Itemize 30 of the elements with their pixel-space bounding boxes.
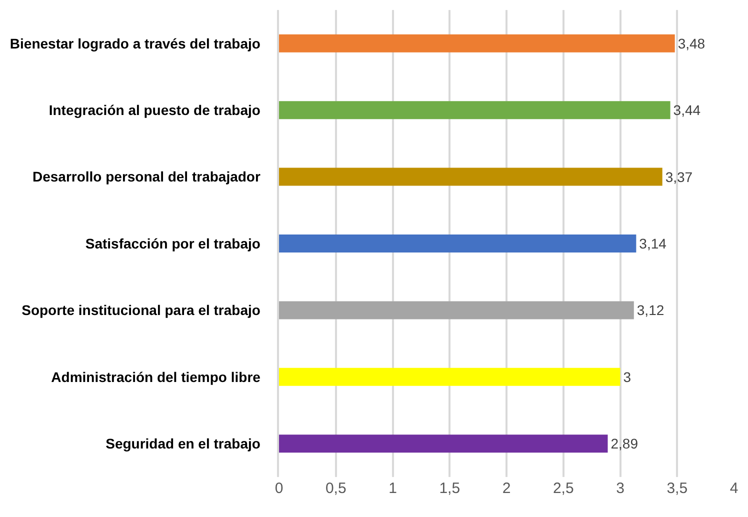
y-tick-label: Seguridad en el trabajo xyxy=(106,436,260,452)
bar xyxy=(279,168,662,186)
bar xyxy=(279,368,620,386)
y-tick-label: Administración del tiempo libre xyxy=(51,368,261,385)
bar xyxy=(279,301,634,320)
x-tick-label: 4 xyxy=(730,480,738,497)
y-tick-label: Integración al puesto de trabajo xyxy=(48,102,260,118)
bar xyxy=(279,34,675,52)
data-label: 3,14 xyxy=(639,236,667,252)
y-tick-label: Bienestar logrado a través del trabajo xyxy=(10,35,260,52)
y-tick-label: Soporte institucional para el trabajo xyxy=(22,302,260,318)
x-tick-label: 2 xyxy=(502,480,511,497)
x-tick-label: 2,5 xyxy=(552,480,574,497)
data-label: 3,12 xyxy=(636,302,664,318)
x-tick-label: 1,5 xyxy=(439,480,460,497)
data-label: 3 xyxy=(623,368,632,385)
data-label: 3,48 xyxy=(678,35,706,52)
x-tick-label: 0 xyxy=(274,480,284,497)
bar xyxy=(279,234,636,253)
data-label: 3,44 xyxy=(673,102,701,118)
x-tick-label: 3 xyxy=(616,480,624,497)
bar xyxy=(279,101,670,120)
x-tick-label: 0,5 xyxy=(325,480,346,497)
y-tick-label: Desarrollo personal del trabajador xyxy=(32,168,261,185)
y-tick-label: Satisfacción por el trabajo xyxy=(85,235,260,252)
bar xyxy=(279,434,608,453)
x-tick-label: 3,5 xyxy=(666,480,688,497)
data-label: 3,37 xyxy=(665,168,693,185)
data-label: 2,89 xyxy=(610,436,638,452)
x-tick-label: 1 xyxy=(388,480,397,497)
